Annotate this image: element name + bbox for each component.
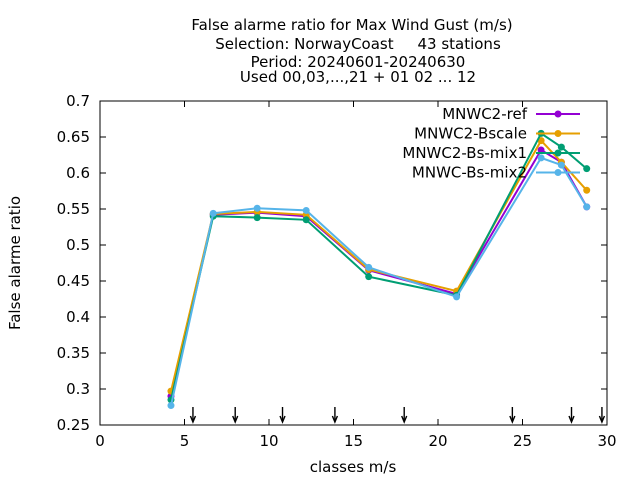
y-tick-label: 0.4 xyxy=(66,308,90,326)
arrow-marker xyxy=(401,407,408,424)
x-tick-label: 0 xyxy=(95,432,105,450)
x-axis: 0 5 10 15 20 25 30 xyxy=(95,101,617,450)
x-tick-label: 30 xyxy=(597,432,616,450)
title-line-4: Used 00,03,...,21 + 01 02 ... 12 xyxy=(240,68,476,86)
title-line-3: Period: 20240601-20240630 xyxy=(251,53,466,71)
arrow-marker xyxy=(331,407,339,424)
data-point xyxy=(209,209,217,217)
legend-marker xyxy=(554,169,562,176)
arrow-marker xyxy=(568,407,575,424)
arrow-marker xyxy=(509,407,516,424)
legend-marker xyxy=(554,130,562,137)
data-point xyxy=(253,214,261,222)
legend-label: MNWC2-Bscale xyxy=(414,125,527,143)
data-point xyxy=(537,154,545,162)
legend-entry-mnwc2-bs-mix1: MNWC2-Bs-mix1 xyxy=(402,144,580,162)
x-tick-label: 5 xyxy=(180,432,190,450)
arrow-marker xyxy=(232,407,239,424)
y-tick-label: 0.65 xyxy=(57,128,90,146)
y-tick-label: 0.5 xyxy=(66,236,90,254)
data-point xyxy=(253,204,261,212)
arrow-marker xyxy=(598,407,606,424)
arrow-marker xyxy=(189,407,197,424)
data-point xyxy=(302,206,310,214)
series-layer xyxy=(167,129,591,410)
title-line-1: False alarme ratio for Max Wind Gust (m/… xyxy=(191,16,512,34)
x-axis-label: classes m/s xyxy=(310,458,397,476)
y-tick-label: 0.3 xyxy=(66,380,90,398)
y-tick-label: 0.35 xyxy=(57,344,90,362)
y-tick-label: 0.6 xyxy=(66,164,90,182)
y-axis-label: False alarme ratio xyxy=(6,196,24,330)
y-tick-label: 0.45 xyxy=(57,272,90,290)
data-point xyxy=(365,263,373,271)
y-tick-label: 0.7 xyxy=(66,92,90,110)
legend-label: MNWC2-Bs-mix1 xyxy=(402,144,527,162)
legend-entry-mnwc2-bscale: MNWC2-Bscale xyxy=(414,125,580,143)
data-point xyxy=(583,186,591,194)
class-threshold-arrows xyxy=(189,407,606,424)
series-line-mnwc-bs-mix2 xyxy=(170,156,588,406)
y-tick-label: 0.55 xyxy=(57,200,90,218)
y-tick-label: 0.25 xyxy=(57,416,90,434)
x-tick-label: 25 xyxy=(513,432,532,450)
arrow-marker xyxy=(279,407,286,424)
series-mnwc-bs-mix2 xyxy=(167,154,591,410)
chart-title: False alarme ratio for Max Wind Gust (m/… xyxy=(191,16,512,86)
x-tick-label: 15 xyxy=(344,432,363,450)
x-tick-label: 20 xyxy=(428,432,447,450)
series-mnwc2-ref xyxy=(167,146,591,400)
x-tick-label: 10 xyxy=(259,432,278,450)
legend-marker xyxy=(554,149,562,157)
data-point xyxy=(167,402,175,410)
data-point xyxy=(583,165,591,173)
legend-marker xyxy=(554,110,562,118)
legend-label: MNWC2-ref xyxy=(442,105,527,123)
data-point xyxy=(537,146,545,154)
legend-entry-mnwc2-ref: MNWC2-ref xyxy=(442,105,580,123)
data-point xyxy=(583,203,591,211)
data-point xyxy=(453,293,461,301)
data-point xyxy=(557,143,565,151)
data-point xyxy=(302,216,310,224)
data-point xyxy=(365,273,373,281)
data-point xyxy=(557,161,565,169)
legend-label: MNWC-Bs-mix2 xyxy=(412,164,527,182)
title-line-2: Selection: NorwayCoast 43 stations xyxy=(215,35,501,53)
y-axis: 0.25 0.3 0.35 0.4 0.45 0.5 0.55 0.6 0.65 0.7 xyxy=(57,92,607,434)
legend-entry-mnwc-bs-mix2: MNWC-Bs-mix2 xyxy=(412,164,580,182)
